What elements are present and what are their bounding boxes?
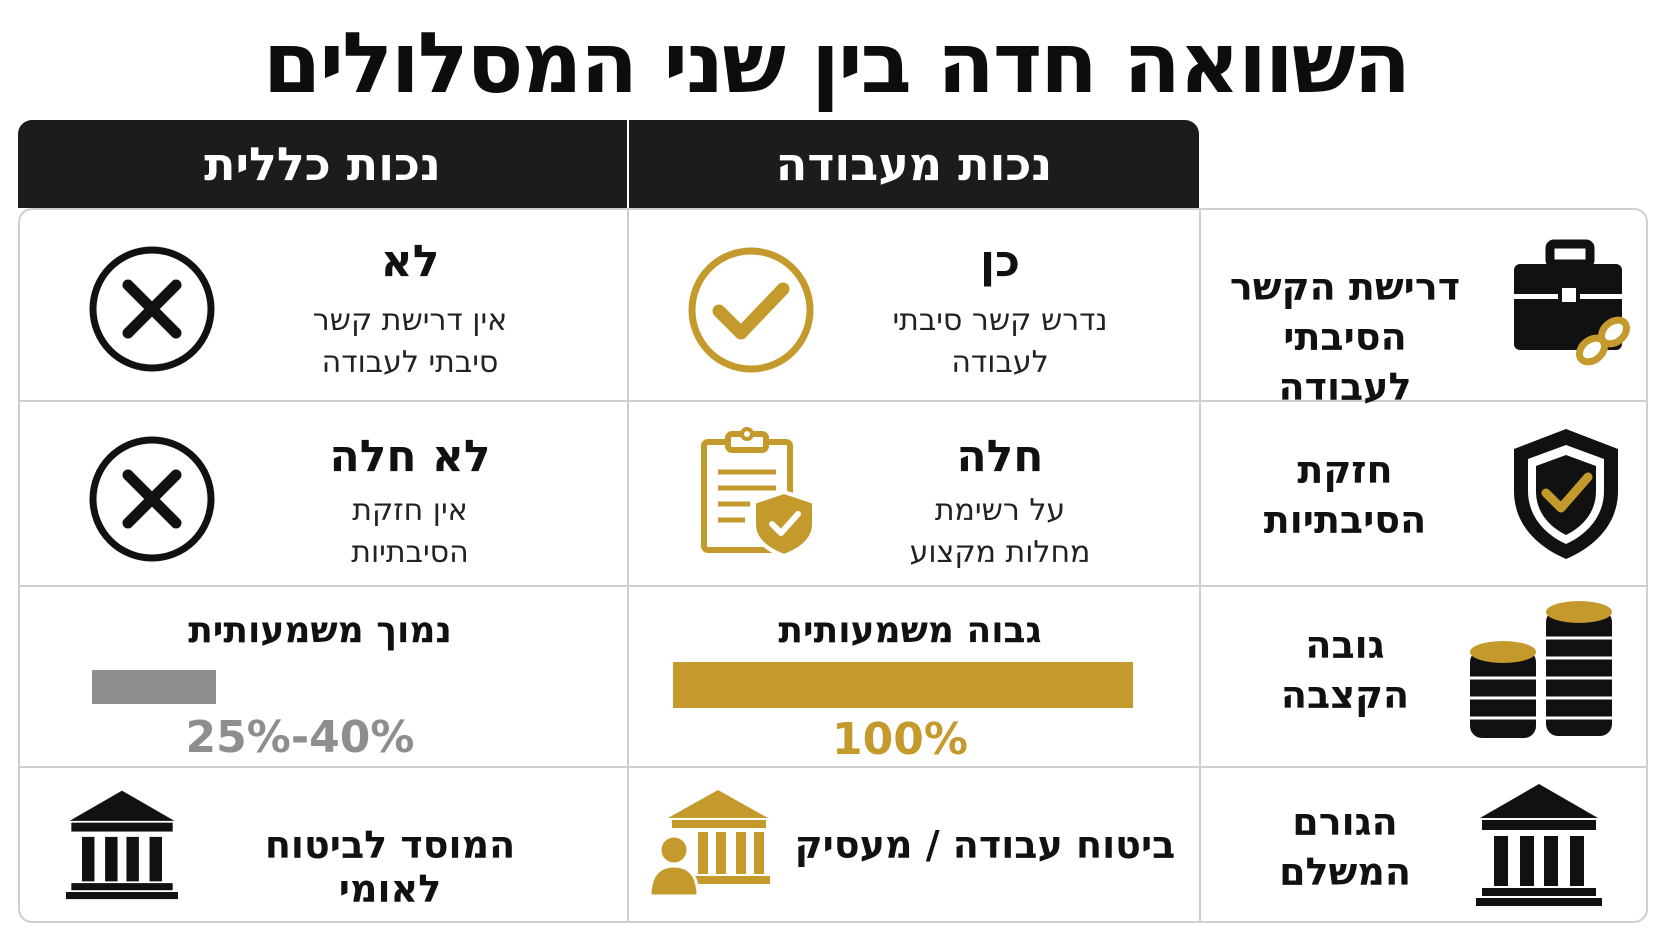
work-causal-value: כן [979, 236, 1021, 287]
work-amount-percent: 100% [832, 714, 968, 765]
check-circle-icon [688, 247, 814, 373]
work-amount-bar [673, 662, 1133, 708]
coin-stacks-icon [1470, 601, 1612, 738]
row-label-causal-link: דרישת הקשר הסיבתי לעבודה [1229, 265, 1461, 409]
general-amount-bar [92, 670, 552, 704]
shield-check-icon [1514, 429, 1618, 559]
bank-icon [66, 790, 178, 900]
divider [18, 766, 1648, 768]
work-payer: ביטוח עבודה / מעסיק [794, 823, 1176, 867]
general-causal-desc: אין דרישת קשר סיבתי לעבודה [312, 303, 508, 380]
work-causal-desc: נדרש קשר סיבתי לעבודה [892, 303, 1108, 380]
x-circle-icon [89, 246, 215, 372]
general-payer: המוסד לביטוח לאומי [264, 823, 516, 911]
divider [18, 400, 1648, 402]
page-title: השוואה חדה בין שני המסלולים [262, 14, 1411, 112]
bank-person-icon [648, 790, 770, 898]
divider [627, 210, 629, 923]
row-label-pension-amount: גובה הקצבה [1280, 623, 1410, 717]
x-circle-icon [89, 436, 215, 562]
work-presumption-desc: על רשימת מחלות מקצוע [909, 493, 1091, 570]
divider [1199, 210, 1201, 923]
work-amount-label: גבוה משמעותית [778, 610, 1042, 651]
general-amount-bar-fill [92, 670, 217, 704]
general-amount-label: נמוך משמעותית [188, 610, 452, 651]
general-causal-value: לא [380, 236, 440, 287]
row-label-presumption: חזקת הסיבתיות [1263, 448, 1427, 542]
general-presumption-value: לא חלה [329, 431, 491, 482]
work-amount-bar-fill [673, 662, 1133, 708]
work-presumption-value: חלה [956, 431, 1044, 482]
header-work-disability: נכות מעבודה [629, 120, 1199, 208]
general-amount-percent: 25%-40% [185, 712, 415, 763]
clipboard-shield-icon [701, 427, 816, 559]
comparison-table [18, 208, 1648, 923]
briefcase-chain-icon [1514, 239, 1631, 366]
divider [18, 585, 1648, 587]
general-presumption-desc: אין חזקת הסיבתיות [351, 493, 469, 570]
bank-icon [1476, 784, 1602, 906]
header-general-disability: נכות כללית [18, 120, 627, 208]
row-label-payer: הגורם המשלם [1279, 800, 1411, 894]
